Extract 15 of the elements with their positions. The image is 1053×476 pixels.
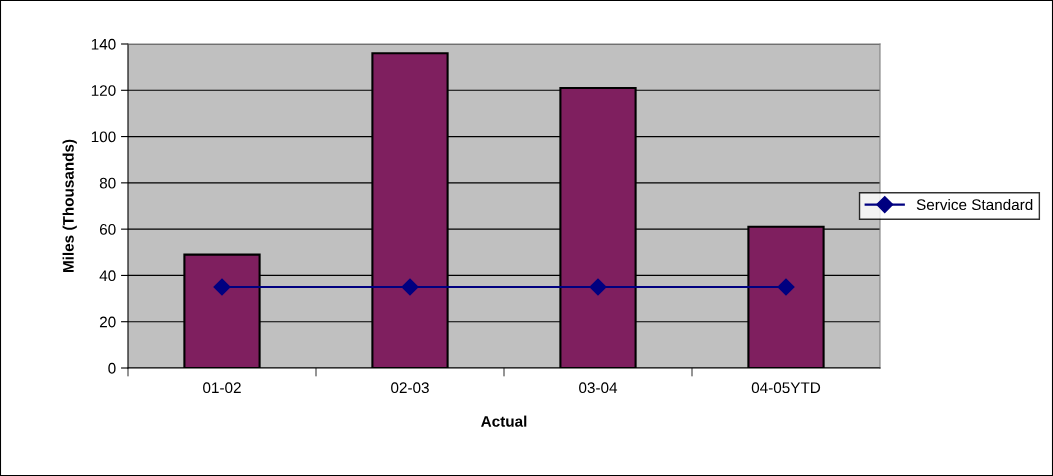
x-axis-title: Actual	[481, 415, 527, 427]
y-tick-label: 40	[99, 270, 116, 282]
y-tick-label: 140	[91, 38, 116, 50]
x-tick-label: 02-03	[391, 382, 429, 394]
y-tick-label: 80	[99, 177, 116, 189]
y-tick-label: 120	[91, 85, 116, 96]
legend-label: Service Standard	[916, 198, 1033, 211]
y-tick-label: 0	[108, 362, 116, 374]
x-tick-label: 03-04	[579, 382, 618, 394]
y-tick-label: 100	[91, 131, 116, 143]
y-axis-title: Miles (Thousands)	[62, 139, 77, 273]
y-tick-label: 20	[99, 316, 116, 328]
x-tick-label: 01-02	[203, 382, 241, 394]
x-tick-label: 04-05YTD	[751, 382, 821, 394]
y-tick-label: 60	[99, 224, 116, 235]
